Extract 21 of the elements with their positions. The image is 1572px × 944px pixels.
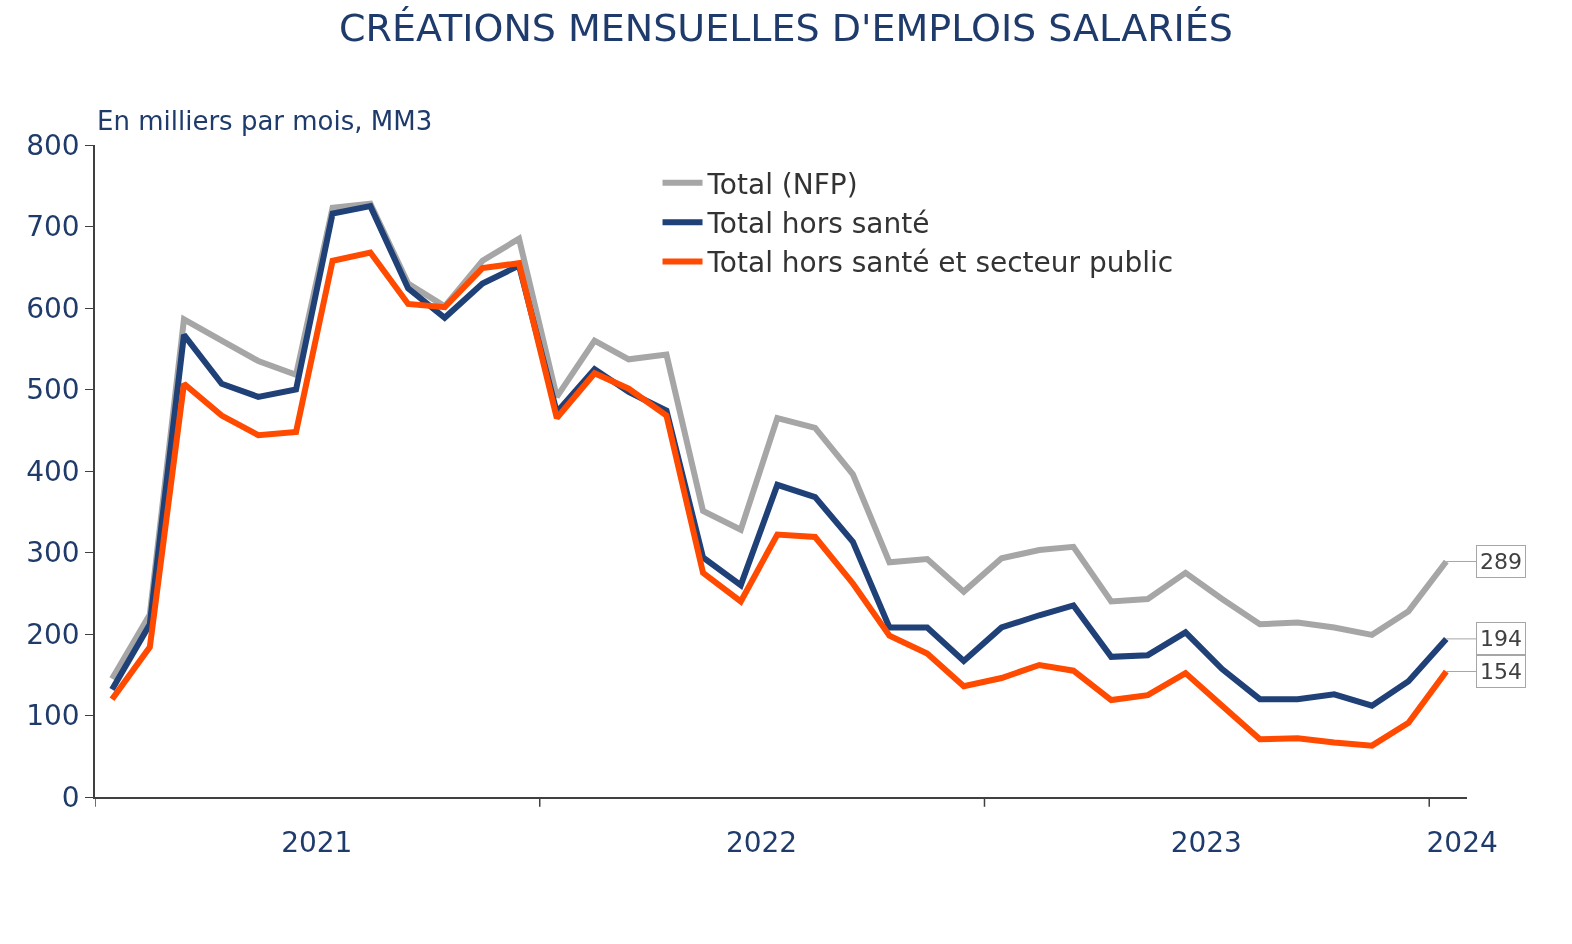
legend-label: Total hors santé et secteur public — [706, 246, 1174, 280]
y-tick-label: 400 — [26, 454, 80, 488]
y-tick-label: 300 — [26, 536, 80, 570]
legend-label: Total hors santé — [706, 207, 930, 241]
y-tick-label: 800 — [26, 128, 80, 162]
chart-subtitle: En milliers par mois, MM3 — [97, 106, 433, 136]
data-label: 154 — [1480, 659, 1522, 684]
x-tick-label: 2024 — [1426, 826, 1498, 860]
x-tick-label: 2021 — [281, 826, 353, 860]
chart-title: CRÉATIONS MENSUELLES D'EMPLOIS SALARIÉS — [339, 5, 1233, 50]
y-tick-label: 700 — [26, 210, 80, 244]
y-tick-label: 500 — [26, 373, 80, 407]
x-tick-label: 2023 — [1170, 826, 1242, 860]
y-tick-label: 100 — [26, 699, 80, 733]
data-label: 289 — [1480, 549, 1522, 574]
y-tick-label: 200 — [26, 617, 80, 651]
y-tick-label: 600 — [26, 291, 80, 325]
data-label: 194 — [1480, 626, 1522, 651]
legend-label: Total (NFP) — [706, 167, 858, 201]
y-tick-label: 0 — [61, 780, 80, 814]
x-tick-label: 2022 — [725, 826, 798, 860]
